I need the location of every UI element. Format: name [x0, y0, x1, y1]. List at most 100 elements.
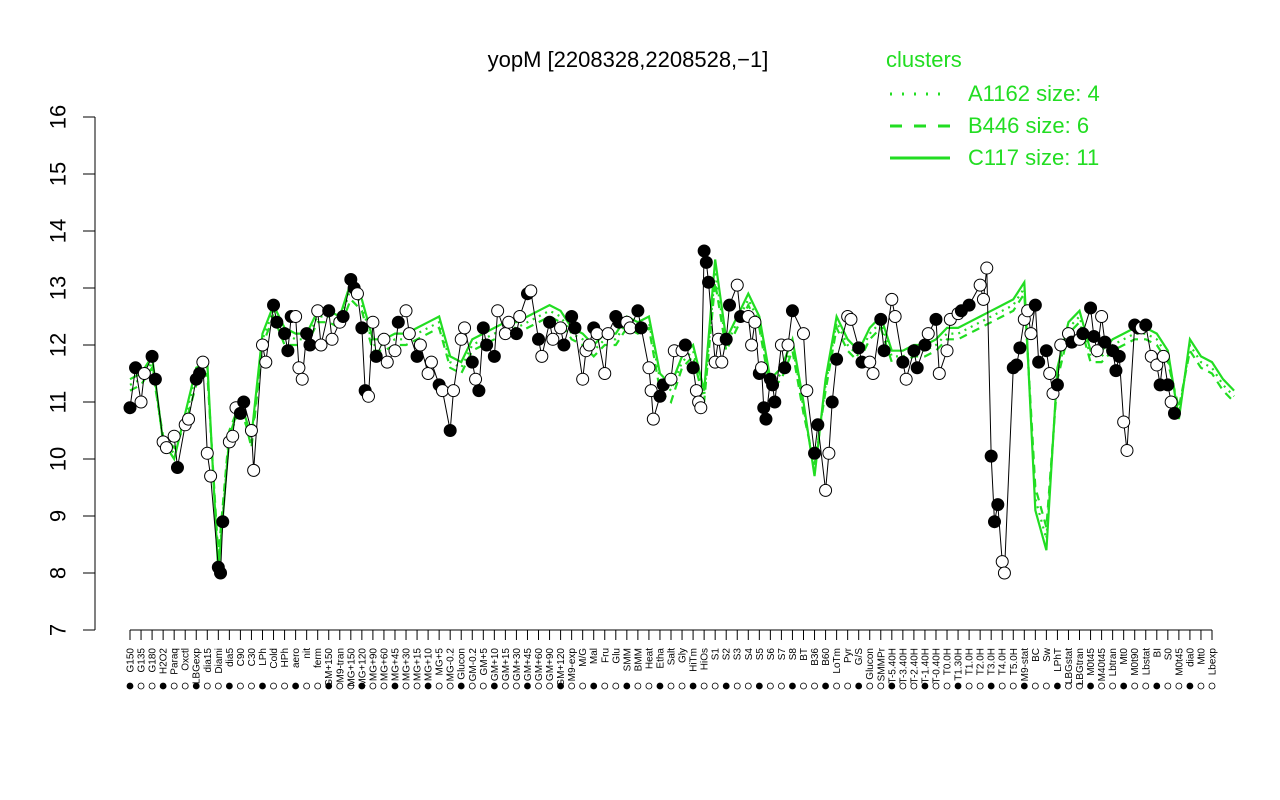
x-rug-24 [391, 682, 399, 690]
x-tick-label-97: Mt0 [1196, 648, 1207, 665]
x-rug-41 [579, 682, 587, 690]
x-tick-label-34: GM+15 [501, 648, 512, 682]
data-point-92 [582, 338, 596, 352]
data-point-156 [885, 292, 899, 306]
data-point-73 [480, 338, 494, 352]
data-point-37 [300, 327, 314, 341]
data-point-153 [866, 367, 880, 380]
x-tick-label-18: GM+150 [324, 648, 335, 687]
data-point-131 [757, 401, 771, 415]
data-point-160 [907, 344, 921, 358]
x-tick-label-33: GM+10 [490, 648, 501, 682]
data-point-5 [148, 372, 162, 386]
x-tick-label-64: LoTm [832, 648, 843, 674]
x-rug-3 [159, 682, 167, 690]
x-rug-16 [303, 682, 311, 690]
x-rug-74 [943, 682, 951, 690]
x-tick-label-6: LBGexp [192, 648, 203, 685]
x-rug-48 [656, 682, 664, 690]
x-rug-85 [1065, 682, 1072, 690]
data-point-205 [1120, 443, 1134, 457]
x-rug-59 [778, 682, 785, 690]
data-point-186 [1032, 355, 1046, 369]
data-point-198 [1090, 344, 1104, 358]
data-point-187 [1039, 344, 1053, 358]
x-tick-label-86: LBGtran [1075, 648, 1086, 685]
y-tick-label-6: 13 [46, 276, 71, 300]
x-tick-label-35: GM+30 [512, 648, 523, 682]
x-tick-label-51: HiTm [689, 648, 700, 672]
x-tick-label-84: LPhT [1053, 648, 1064, 672]
x-tick-label-68: SMMPr [876, 647, 887, 681]
data-point-141 [800, 384, 814, 398]
data-point-41 [322, 304, 336, 318]
data-point-163 [921, 327, 935, 341]
data-point-62 [424, 355, 438, 369]
data-point-143 [811, 418, 825, 432]
data-point-36 [295, 372, 309, 386]
data-point-77 [502, 315, 516, 329]
data-point-74 [487, 349, 501, 363]
data-point-172 [976, 292, 990, 306]
data-point-79 [513, 310, 527, 323]
x-tick-label-76: T1.0H [965, 648, 976, 675]
data-point-181 [1013, 341, 1027, 355]
x-rug-68 [877, 682, 885, 690]
data-point-64 [435, 384, 449, 398]
x-rug-50 [678, 682, 686, 690]
x-rug-51 [689, 682, 697, 690]
legend-entry-2: C117 size: 11 [968, 145, 1099, 170]
data-point-111 [678, 338, 692, 352]
data-point-203 [1112, 349, 1126, 363]
x-rug-40 [568, 682, 576, 690]
x-tick-label-56: S4 [744, 648, 755, 661]
data-point-32 [281, 344, 295, 358]
data-point-9 [170, 461, 184, 475]
x-tick-label-77: T2.0H [976, 648, 987, 675]
data-point-190 [1050, 378, 1064, 392]
x-rug-35 [513, 682, 520, 690]
data-point-27 [255, 338, 269, 352]
data-point-39 [311, 304, 325, 318]
x-rug-89 [1109, 682, 1117, 690]
x-tick-label-60: S8 [788, 648, 799, 661]
data-point-42 [325, 332, 339, 346]
data-point-116 [697, 244, 711, 258]
x-tick-label-96: dia0 [1185, 648, 1196, 667]
data-point-96 [601, 327, 615, 341]
data-point-11 [182, 412, 196, 426]
data-point-3 [137, 367, 151, 380]
x-tick-label-90: Mt0 [1119, 648, 1130, 665]
x-rug-95 [1175, 682, 1183, 690]
data-point-82 [532, 332, 546, 346]
data-point-142 [808, 446, 822, 460]
legend: clusters A1162 size: 4 B446 size: 6 C117… [886, 47, 1100, 170]
x-rug-49 [667, 682, 675, 690]
x-tick-label-24: MG+45 [390, 648, 401, 682]
data-point-158 [896, 355, 910, 369]
x-rug-69 [888, 682, 896, 690]
data-point-175 [987, 515, 1001, 529]
x-tick-label-37: GM+60 [534, 648, 545, 682]
x-tick-label-85: LBGstat [1064, 648, 1075, 684]
x-rug-75 [954, 682, 962, 690]
x-rug-52 [700, 682, 708, 690]
x-rug-2 [148, 682, 156, 690]
x-rug-4 [170, 682, 178, 690]
data-point-196 [1084, 301, 1098, 315]
x-rug-70 [899, 682, 907, 690]
data-point-159 [899, 372, 913, 386]
data-point-155 [877, 344, 891, 358]
x-tick-label-72: T-1.40H [920, 648, 931, 684]
data-points [123, 244, 1181, 580]
data-point-132 [759, 412, 773, 426]
x-rug-9 [225, 682, 233, 690]
x-rug-21 [358, 682, 366, 690]
x-tick-label-38: GM+90 [545, 648, 556, 682]
data-point-71 [472, 384, 486, 398]
x-tick-labels: G150 G135 G180 H2O2 Paraq Oxctl LBGexp dia15 Dia… [126, 630, 1219, 690]
x-rug-0 [126, 682, 134, 690]
data-point-150 [852, 341, 866, 355]
data-point-56 [391, 315, 405, 329]
x-tick-label-46: BMM [633, 648, 644, 671]
